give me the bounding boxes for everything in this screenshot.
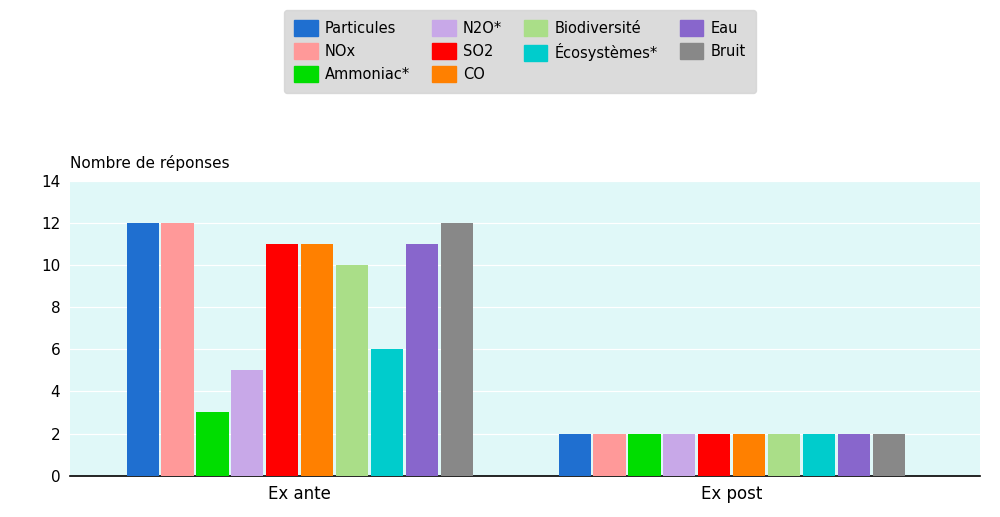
Bar — [873, 434, 905, 476]
Bar — [593, 434, 626, 476]
Bar — [698, 434, 730, 476]
Bar — [266, 244, 298, 476]
Bar — [371, 349, 403, 476]
Bar — [301, 244, 333, 476]
Bar — [628, 434, 661, 476]
Bar — [663, 434, 695, 476]
Bar — [161, 223, 194, 476]
Bar — [196, 413, 229, 476]
Bar — [441, 223, 473, 476]
Bar — [336, 265, 368, 476]
Bar — [559, 434, 591, 476]
Bar — [768, 434, 800, 476]
Bar — [733, 434, 765, 476]
Legend: Particules, NOx, Ammoniac*, N2O*, SO2, CO, Biodiversité, Écosystèmes*, Eau, Brui: Particules, NOx, Ammoniac*, N2O*, SO2, C… — [284, 10, 756, 93]
Bar — [406, 244, 438, 476]
Bar — [127, 223, 159, 476]
Bar — [838, 434, 870, 476]
Text: Nombre de réponses: Nombre de réponses — [70, 155, 230, 171]
Bar — [803, 434, 835, 476]
Bar — [231, 370, 263, 476]
